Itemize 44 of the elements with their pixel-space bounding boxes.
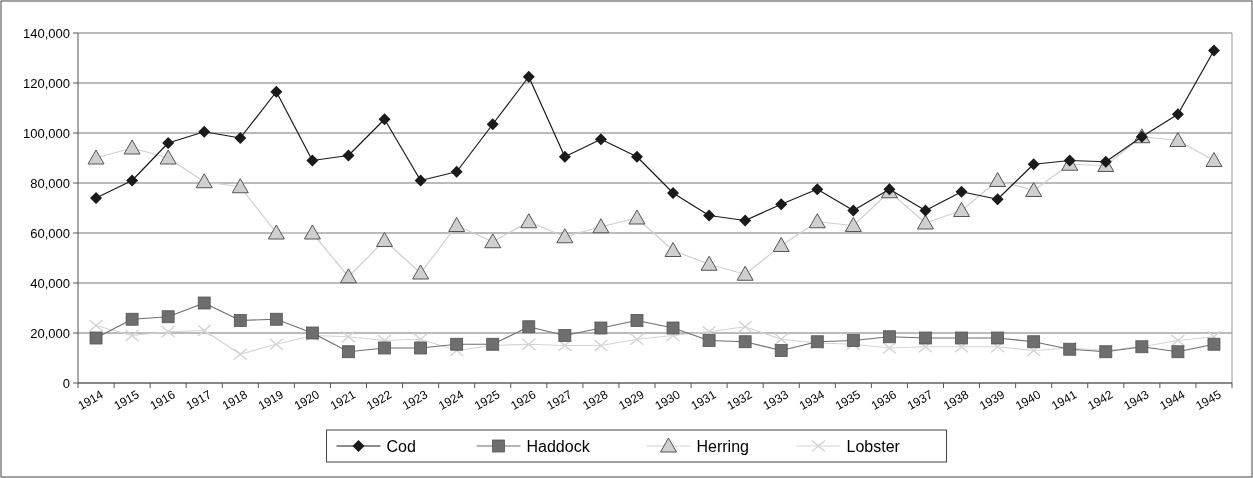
x-tick-label: 1932: [724, 387, 755, 413]
legend-label: Herring: [696, 437, 749, 455]
x-tick-label: 1922: [363, 387, 395, 413]
x-tick-label: 1935: [832, 387, 864, 413]
x-tick-label: 1933: [760, 387, 791, 413]
y-tick-label: 0: [62, 375, 70, 391]
x-tick-label: 1925: [472, 387, 503, 413]
x-tick-label: 1945: [1193, 387, 1224, 413]
legend-label: Cod: [386, 437, 416, 455]
x-tick-label: 1926: [508, 387, 539, 413]
x-tick-label: 1923: [399, 387, 431, 413]
y-tick-label: 120,000: [23, 75, 70, 91]
x-tick-label: 1919: [255, 387, 287, 413]
x-tick-label: 1927: [544, 387, 575, 413]
legend-label: Haddock: [526, 437, 591, 455]
x-tick-label: 1915: [111, 387, 142, 413]
y-tick-label: 80,000: [30, 175, 70, 191]
x-tick-label: 1939: [976, 387, 1008, 413]
x-tick-label: 1940: [1013, 387, 1044, 413]
y-tick-label: 20,000: [30, 325, 70, 341]
x-tick-label: 1921: [327, 387, 359, 413]
x-tick-label: 1938: [940, 387, 972, 413]
y-tick-label: 140,000: [23, 25, 70, 41]
x-tick-label: 1942: [1085, 387, 1116, 413]
x-tick-label: 1941: [1049, 387, 1080, 413]
x-tick-label: 1943: [1121, 387, 1152, 413]
x-tick-label: 1920: [291, 387, 323, 413]
x-tick-label: 1930: [652, 387, 683, 413]
x-tick-label: 1934: [796, 387, 828, 413]
x-tick-label: 1914: [75, 387, 106, 413]
x-tick-label: 1918: [219, 387, 251, 413]
x-tick-label: 1931: [688, 387, 719, 413]
x-tick-label: 1917: [183, 387, 214, 413]
y-tick-label: 60,000: [30, 225, 70, 241]
y-tick-label: 100,000: [23, 125, 70, 141]
x-tick-label: 1928: [580, 387, 611, 413]
legend-label: Lobster: [846, 437, 901, 455]
x-tick-label: 1937: [904, 387, 936, 413]
y-tick-label: 40,000: [30, 275, 70, 291]
x-tick-label: 1924: [436, 387, 467, 413]
x-tick-label: 1944: [1157, 387, 1188, 413]
x-tick-label: 1916: [147, 387, 178, 413]
x-tick-label: 1936: [868, 387, 900, 413]
x-tick-label: 1929: [616, 387, 647, 413]
